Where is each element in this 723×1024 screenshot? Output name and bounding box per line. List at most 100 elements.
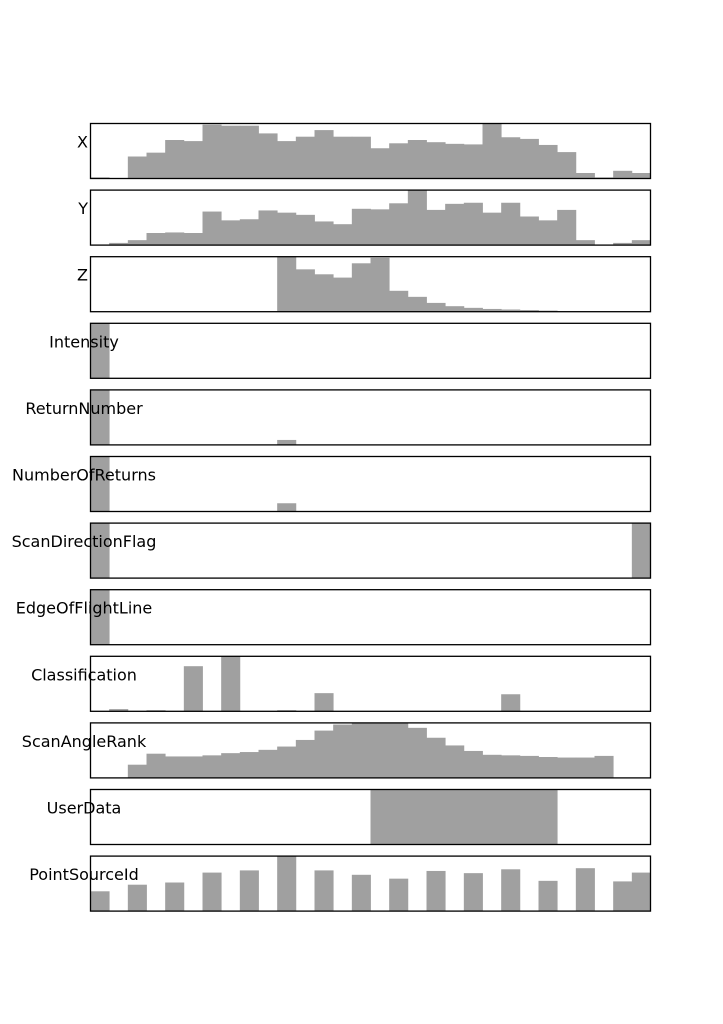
panel-scandirectionflag: ScanDirectionFlag: [12, 522, 652, 579]
panel-frame: [89, 122, 652, 180]
histogram-bar: [426, 302, 446, 312]
panel-frame: [89, 522, 652, 579]
histogram-bar: [277, 141, 297, 179]
panel-numberofreturns: NumberOfReturns: [12, 455, 652, 513]
panel-label: EdgeOfFlightLine: [16, 599, 153, 618]
histogram-bar: [613, 170, 633, 179]
histogram-bar: [482, 308, 502, 312]
histogram-bar: [221, 125, 241, 179]
histogram-bar: [183, 233, 203, 246]
panel-userdata: UserData: [47, 788, 652, 846]
histogram-bar: [295, 136, 315, 179]
histogram-bar: [314, 870, 334, 912]
histogram-bar: [501, 137, 521, 179]
histogram-bar: [631, 523, 651, 579]
panel-label: Y: [77, 199, 88, 218]
histogram-bar: [501, 309, 521, 312]
panel-frame: [89, 722, 652, 779]
histogram-bar: [277, 439, 297, 445]
histogram-bar: [277, 256, 297, 312]
histogram-bar: [445, 306, 465, 312]
histogram-bar: [183, 141, 203, 179]
histogram-bar: [183, 666, 203, 712]
histogram-bar: [351, 208, 371, 246]
histogram-bar: [239, 125, 259, 179]
histogram-bar: [519, 216, 539, 246]
panel-label: ScanDirectionFlag: [12, 532, 157, 551]
histogram-bar: [631, 173, 651, 179]
histogram-bar: [482, 789, 502, 845]
histogram-bar: [445, 789, 465, 845]
histogram-bar: [426, 737, 446, 778]
histogram-bar: [239, 870, 259, 912]
histogram-bar: [538, 757, 558, 778]
panel-classification: Classification: [31, 655, 652, 712]
histogram-bar: [613, 242, 633, 246]
histogram-bar: [389, 789, 409, 845]
histogram-bar: [90, 523, 110, 579]
histogram-bar: [463, 873, 483, 912]
panel-label: Intensity: [49, 332, 119, 351]
histogram-bar: [314, 274, 334, 312]
panel-label: PointSourceId: [29, 865, 139, 884]
histogram-bar: [90, 389, 110, 445]
histogram-bar: [333, 277, 353, 312]
histogram-bar: [109, 242, 129, 246]
histogram-bar: [519, 310, 539, 312]
histogram-bar: [109, 709, 129, 712]
histogram-bar: [370, 722, 390, 778]
histogram-bar: [519, 138, 539, 179]
histogram-bar: [258, 749, 278, 778]
histogram-bar: [295, 269, 315, 312]
histogram-bar: [202, 872, 222, 912]
histogram-bar: [258, 133, 278, 179]
histogram-bar: [575, 173, 595, 179]
histogram-bar: [370, 148, 390, 179]
histogram-bar: [333, 136, 353, 179]
histogram-bar: [575, 868, 595, 912]
panel-frame: [89, 256, 652, 313]
histogram-bar: [127, 240, 147, 246]
panel-label: ScanAngleRank: [22, 732, 147, 751]
panel-frame: [89, 322, 652, 379]
panel-frame: [89, 788, 652, 846]
histogram-bar: [557, 757, 577, 778]
histogram-bar: [519, 755, 539, 778]
histogram-bar: [426, 209, 446, 246]
histogram-bar: [127, 764, 147, 778]
panel-label: NumberOfReturns: [12, 466, 156, 485]
histogram-bar: [501, 202, 521, 246]
histogram-bar: [407, 190, 427, 246]
histogram-bar: [407, 727, 427, 778]
histogram-bar: [463, 789, 483, 845]
histogram-bar: [501, 869, 521, 912]
histogram-bar: [127, 156, 147, 179]
histogram-bar: [239, 219, 259, 246]
histogram-bar: [351, 263, 371, 312]
histogram-bar: [146, 152, 166, 179]
panel-label: ReturnNumber: [25, 399, 143, 418]
histogram-bar: [351, 874, 371, 912]
histogram-bar: [538, 144, 558, 179]
histogram-bar: [165, 756, 185, 778]
panel-frame: [89, 855, 652, 912]
histogram-bar: [463, 144, 483, 179]
panel-frame: [89, 189, 652, 246]
histogram-bar: [389, 290, 409, 312]
histogram-bar: [165, 232, 185, 246]
histogram-bar: [90, 323, 110, 379]
panel-returnnumber: ReturnNumber: [25, 389, 652, 446]
histogram-bar: [407, 296, 427, 312]
panel-y: Y: [77, 189, 652, 246]
histogram-bar: [389, 878, 409, 912]
histogram-bar: [426, 870, 446, 912]
panel-label: UserData: [47, 799, 122, 818]
histogram-bar: [202, 755, 222, 778]
histogram-bar: [389, 203, 409, 246]
panel-x: X: [77, 122, 652, 180]
histogram-bar: [501, 694, 521, 712]
histogram-bar: [501, 789, 521, 845]
histogram-bar: [202, 211, 222, 246]
histogram-bar: [295, 214, 315, 246]
